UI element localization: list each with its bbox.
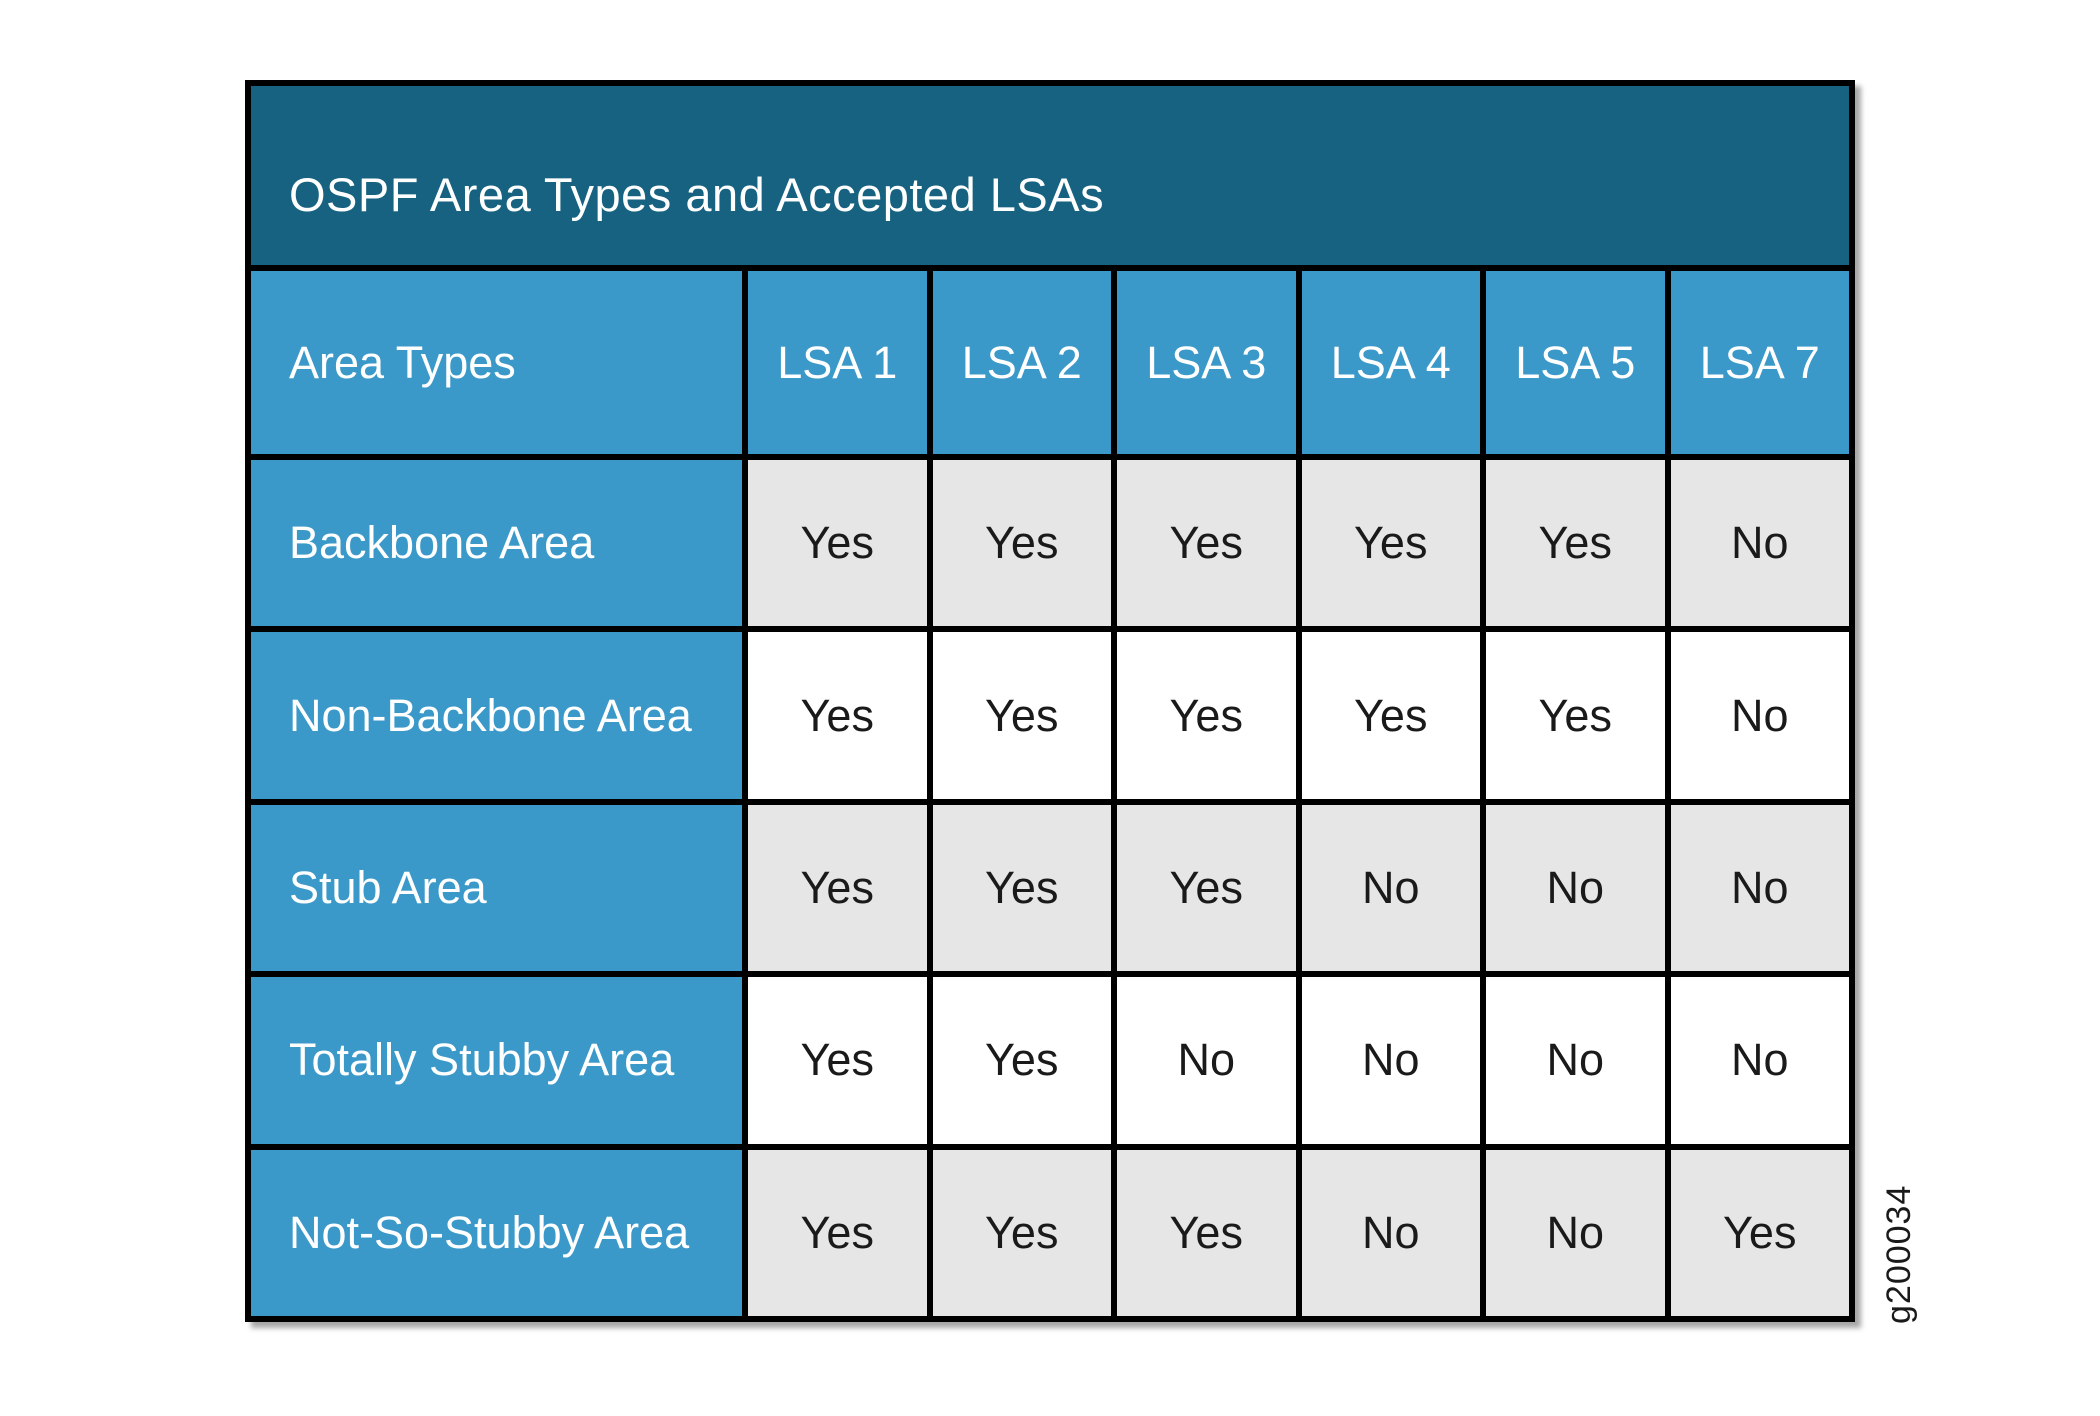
col-header-lsa-1: LSA 1 [748,271,927,454]
cell-stub-lsa7: No [1670,804,1849,972]
cell-non-backbone-lsa3: Yes [1117,632,1296,799]
row-label-non-backbone-area: Non-Backbone Area [251,632,742,799]
cell-nssa-lsa5: No [1486,1149,1665,1316]
cell-totally-stubby-lsa4: No [1301,977,1480,1144]
cell-non-backbone-lsa7: No [1670,632,1849,799]
cell-non-backbone-lsa1: Yes [748,632,927,799]
cell-backbone-lsa2: Yes [932,460,1111,627]
cell-totally-stubby-lsa3: No [1117,977,1296,1144]
cell-totally-stubby-lsa5: No [1486,977,1665,1144]
col-header-lsa-3: LSA 3 [1117,271,1296,454]
cell-non-backbone-lsa2: Yes [932,632,1111,799]
col-header-lsa-7: LSA 7 [1670,271,1849,454]
cell-totally-stubby-lsa1: Yes [748,977,927,1144]
row-label-not-so-stubby-area: Not-So-Stubby Area [251,1149,742,1316]
row-label-stub-area: Stub Area [251,804,742,972]
cell-backbone-lsa3: Yes [1117,460,1296,627]
row-label-totally-stubby-area: Totally Stubby Area [251,977,742,1144]
col-header-area-types: Area Types [251,271,742,454]
cell-nssa-lsa4: No [1301,1149,1480,1316]
ospf-lsa-table: OSPF Area Types and Accepted LSAs Area T… [245,80,1855,1322]
cell-nssa-lsa2: Yes [932,1149,1111,1316]
col-header-lsa-5: LSA 5 [1486,271,1665,454]
cell-nssa-lsa1: Yes [748,1149,927,1316]
figure-id-label: g200034 [1880,1184,1918,1324]
cell-stub-lsa2: Yes [932,804,1111,972]
cell-stub-lsa5: No [1486,804,1665,972]
cell-stub-lsa3: Yes [1117,804,1296,972]
col-header-lsa-4: LSA 4 [1301,271,1480,454]
cell-totally-stubby-lsa7: No [1670,977,1849,1144]
cell-non-backbone-lsa5: Yes [1486,632,1665,799]
cell-backbone-lsa1: Yes [748,460,927,627]
cell-nssa-lsa3: Yes [1117,1149,1296,1316]
row-label-backbone-area: Backbone Area [251,460,742,627]
cell-backbone-lsa7: No [1670,460,1849,627]
cell-totally-stubby-lsa2: Yes [932,977,1111,1144]
cell-non-backbone-lsa4: Yes [1301,632,1480,799]
col-header-lsa-2: LSA 2 [932,271,1111,454]
cell-backbone-lsa4: Yes [1301,460,1480,627]
cell-nssa-lsa7: Yes [1670,1149,1849,1316]
table-title: OSPF Area Types and Accepted LSAs [251,86,1849,265]
cell-stub-lsa1: Yes [748,804,927,972]
cell-stub-lsa4: No [1301,804,1480,972]
cell-backbone-lsa5: Yes [1486,460,1665,627]
